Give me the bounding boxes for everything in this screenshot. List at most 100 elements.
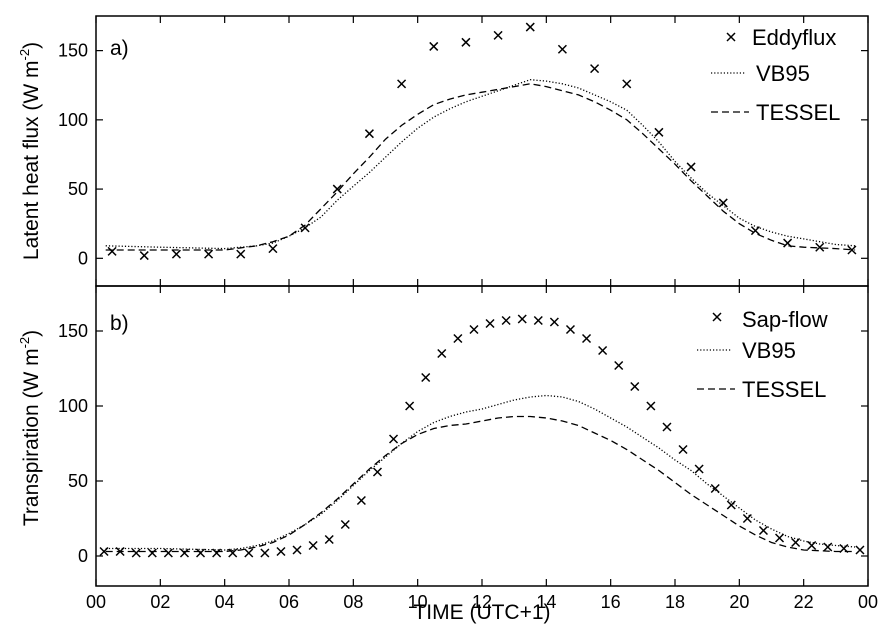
panel-b-sap-flow-point — [646, 401, 656, 411]
panel-b-sap-flow-point — [791, 537, 801, 548]
x-tick-label: 20 — [729, 592, 749, 612]
panel-b-sap-flow-point — [742, 513, 752, 524]
panel-b-sap-flow-point — [469, 324, 479, 335]
panel-a-eddyflux-point — [557, 44, 567, 54]
panel-b-sap-flow-point — [517, 314, 527, 324]
panel-b-sap-flow-point — [565, 324, 575, 335]
panel-a-eddyflux-point — [654, 127, 664, 137]
x-tick-label: 16 — [601, 592, 621, 612]
x-tick-label: 06 — [279, 592, 299, 612]
x-tick-label: 00 — [858, 592, 878, 612]
panel-a: a) Latent heat flux (W m-2) 0 50 100 150 Ed… — [17, 15, 869, 287]
panel-b-sap-flow-point — [308, 540, 318, 551]
panel-b-sap-flow-point — [775, 533, 785, 543]
panel-b-ticks: 0 50 100 150 — [58, 286, 869, 586]
panel-b-sap-flow-point — [533, 315, 543, 326]
panel-b-sap-flow-point — [196, 548, 206, 558]
panel-a-eddyflux-point — [718, 198, 728, 208]
panel-b-sap-flow-point — [710, 483, 720, 494]
panel-b-sap-flow-point — [228, 548, 238, 558]
legend-a-vb95-label: VB95 — [756, 61, 810, 86]
panel-a-vb95-line — [105, 79, 856, 250]
panel-b-sap-flow-point — [421, 372, 431, 383]
panel-a-y-tick-label: 50 — [68, 179, 88, 199]
panel-b-sap-flow-point — [678, 444, 688, 455]
panel-b-sap-flow-point — [212, 548, 222, 558]
panel-a-ticks: 0 50 100 150 — [58, 16, 869, 286]
panel-b-sap-flow-point — [244, 548, 254, 558]
panel-a-eddyflux-point — [332, 184, 342, 194]
x-tick-label: 12 — [472, 592, 492, 612]
panel-b-tessel-line — [105, 415, 856, 553]
panel-a-eddyflux-point — [525, 22, 535, 32]
panel-a-eddyflux-point — [750, 226, 760, 236]
x-tick-label: 08 — [343, 592, 363, 612]
panel-a-eddyflux-point — [397, 79, 407, 89]
panel-b-label: b) — [110, 312, 129, 335]
x-tick-label: 00 — [86, 592, 106, 612]
panel-b-sap-flow-point — [324, 534, 334, 545]
panel-b-legend: Sap-flow VB95 TESSEL — [697, 307, 828, 402]
panel-a-frame — [95, 15, 869, 287]
panel-b-sap-flow-point — [807, 540, 817, 551]
panel-b-sap-flow-point — [372, 467, 382, 477]
panel-b-sap-flow-point — [260, 548, 270, 558]
panel-a-eddyflux-point — [686, 162, 696, 172]
panel-a-tessel-line — [105, 83, 856, 251]
panel-b-y-axis-title: Transpiration (W m-2) — [17, 330, 43, 526]
panel-a-eddyflux-point — [493, 30, 503, 40]
panel-b-sap-flow-point — [405, 401, 415, 411]
panel-a-eddyflux-point — [171, 249, 181, 259]
panel-b-vb95-line — [105, 394, 856, 551]
panel-b-sap-flow-point — [501, 315, 511, 326]
panel-b-sap-flow-point — [276, 546, 286, 557]
panel-b-sap-flow-point — [147, 548, 157, 558]
panel-b-sap-flow-point — [356, 495, 366, 506]
panel-a-eddyflux-point — [364, 129, 374, 139]
x-tick-label: 14 — [536, 592, 556, 612]
panel-b-sap-flow-point — [437, 348, 447, 359]
legend-b-vb95-label: VB95 — [742, 338, 796, 363]
panel-b: b) Transpiration (W m-2) 0 50 100 150 Sap-f… — [17, 285, 869, 587]
legend-a-tessel-label: TESSEL — [756, 100, 840, 125]
panel-a-legend: Eddyflux VB95 TESSEL — [711, 25, 840, 125]
panel-a-eddyflux-point — [236, 249, 246, 259]
panel-b-sap-flow-point — [485, 318, 495, 329]
panel-a-eddyflux-point — [847, 245, 857, 255]
panel-a-eddyflux-point — [268, 244, 278, 254]
panel-a-eddyflux-point — [300, 223, 310, 233]
panel-a-label: a) — [110, 37, 129, 60]
panel-b-sap-flow-point — [630, 381, 640, 392]
panel-a-y-tick-label: 150 — [58, 41, 88, 61]
panel-a-series — [105, 22, 857, 261]
panel-b-sap-flow-point — [662, 422, 672, 432]
x-tick-label: 02 — [150, 592, 170, 612]
panel-b-sap-flow-point — [179, 548, 189, 558]
panel-a-eddyflux-point — [461, 37, 471, 47]
panel-b-y-tick-label: 150 — [58, 321, 88, 341]
x-tick-label: 04 — [215, 592, 235, 612]
panel-b-sap-flow-point — [389, 434, 399, 444]
panel-b-sap-flow-point — [582, 333, 592, 344]
panel-a-eddyflux-point — [622, 79, 632, 89]
panel-b-sap-flow-point — [694, 464, 704, 474]
panel-b-sap-flow-point — [292, 545, 302, 555]
panel-a-eddyflux-point — [815, 242, 825, 252]
panel-a-eddyflux-point — [204, 249, 214, 259]
panel-a-eddyflux-point — [139, 251, 149, 261]
x-tick-label: 18 — [665, 592, 685, 612]
panel-a-y-tick-label: 100 — [58, 110, 88, 130]
x-tick-label: 10 — [408, 592, 428, 612]
legend-b-sapflow-marker — [712, 312, 722, 322]
legend-b-tessel-label: TESSEL — [742, 377, 826, 402]
panel-a-eddyflux-point — [429, 41, 439, 51]
panel-b-sap-flow-point — [163, 548, 173, 558]
panel-b-y-tick-label: 50 — [68, 471, 88, 491]
panel-b-sap-flow-point — [131, 548, 141, 558]
x-axis-title: TIME (UTC+1) — [413, 601, 550, 624]
x-tick-label: 22 — [794, 592, 814, 612]
panel-b-sap-flow-point — [549, 317, 559, 327]
panel-a-y-tick-label: 0 — [78, 248, 88, 268]
legend-a-eddyflux-marker — [726, 32, 736, 42]
